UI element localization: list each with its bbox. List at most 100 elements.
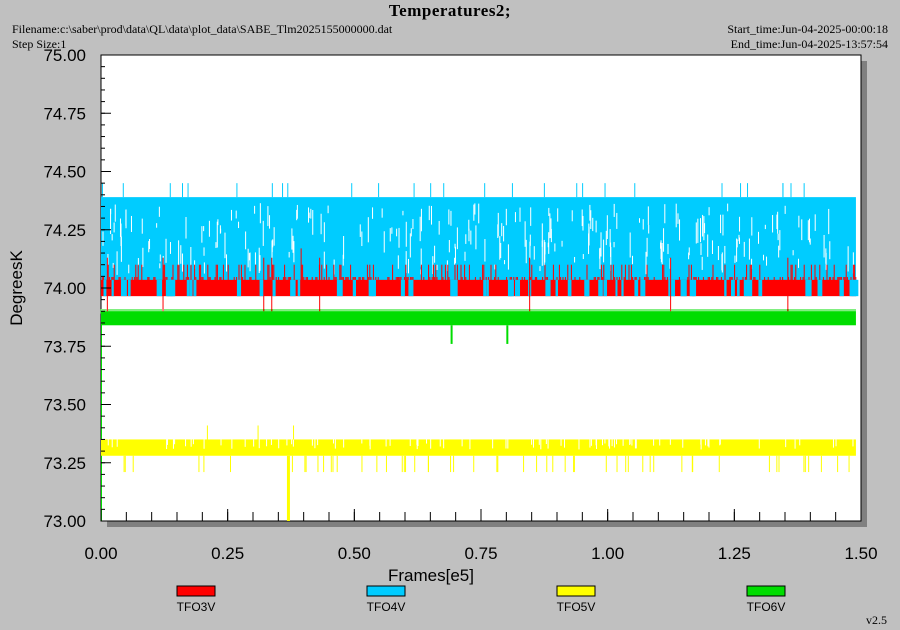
series-gap <box>148 241 150 253</box>
series-gap <box>668 279 672 297</box>
series-gap <box>758 279 763 297</box>
series-gap <box>541 223 543 247</box>
series-gap <box>595 220 597 233</box>
series-gap <box>610 246 612 272</box>
y-tick-label: 73.50 <box>43 396 86 415</box>
series-tfo5v <box>101 425 856 521</box>
series-gap <box>428 205 430 221</box>
series-gap <box>501 223 503 237</box>
series-gap <box>571 210 573 222</box>
series-gap <box>581 209 583 227</box>
x-tick-label: 0.75 <box>464 544 497 563</box>
series-gap <box>120 223 122 247</box>
series-gap <box>310 208 312 219</box>
series-gap <box>514 212 516 223</box>
series-gap <box>693 279 697 297</box>
series-gap <box>156 279 163 297</box>
series-gap <box>343 236 345 259</box>
series-gap <box>107 253 109 271</box>
series-gap <box>469 439 471 450</box>
series-gap <box>852 439 854 447</box>
series-gap <box>456 227 458 250</box>
series-gap <box>389 228 391 242</box>
series-gap <box>165 279 170 297</box>
series-gap <box>334 439 336 449</box>
series-gap <box>764 224 766 230</box>
series-gap <box>621 279 624 297</box>
series-gap <box>606 215 608 239</box>
series-gap <box>704 439 706 446</box>
series-gap <box>314 439 316 449</box>
y-tick-label: 73.25 <box>43 454 86 473</box>
series-gap <box>634 439 636 449</box>
series-gap <box>192 439 194 445</box>
series-gap <box>397 255 399 269</box>
series-gap <box>483 279 487 297</box>
y-tick-label: 74.50 <box>43 163 86 182</box>
series-gap <box>368 279 374 297</box>
series-gap <box>389 439 391 446</box>
series-gap <box>578 439 580 450</box>
series-gap <box>807 220 809 241</box>
series-gap <box>327 205 329 214</box>
series-gap <box>734 255 736 263</box>
series-gap <box>266 439 268 447</box>
series-gap <box>590 439 592 446</box>
series-gap <box>544 246 546 263</box>
series-gap <box>128 264 130 274</box>
series-gap <box>120 279 127 297</box>
series-gap <box>777 233 779 241</box>
series-gap <box>664 204 666 224</box>
series-gap <box>691 279 695 297</box>
series-gap <box>589 439 591 448</box>
series-gap <box>215 242 217 248</box>
series-tfo4v <box>101 183 856 295</box>
series-gap <box>667 243 669 255</box>
y-tick-label: 74.25 <box>43 221 86 240</box>
series-gap <box>541 240 543 266</box>
series-gap <box>605 230 607 246</box>
series-gap <box>254 205 256 214</box>
series-gap <box>635 439 637 449</box>
series-gap <box>267 206 269 227</box>
series-gap <box>648 225 650 234</box>
series-gap <box>564 439 566 448</box>
series-gap <box>608 439 610 447</box>
x-tick-label: 1.50 <box>844 544 877 563</box>
series-gap <box>588 233 590 255</box>
series-gap <box>751 258 753 270</box>
series-gap <box>323 222 325 243</box>
legend-item-tfo5v: TFO5V <box>556 585 596 614</box>
series-gap <box>381 208 383 218</box>
series-gap <box>361 439 363 444</box>
legend-item-tfo6v: TFO6V <box>746 585 786 614</box>
series-gap <box>296 209 298 221</box>
series-gap <box>538 439 540 445</box>
series-gap <box>273 227 275 246</box>
series-gap <box>141 218 143 234</box>
series-gap <box>180 245 182 264</box>
series-gap <box>794 439 796 449</box>
series-gap <box>647 206 649 225</box>
series-gap <box>530 207 532 226</box>
series-gap <box>165 238 167 263</box>
series-gap <box>137 258 139 266</box>
series-gap <box>269 215 271 229</box>
series-gap <box>245 231 247 250</box>
series-gap <box>142 247 144 268</box>
series-gap <box>361 231 363 247</box>
series-gap <box>448 209 450 225</box>
series-gap <box>507 439 509 449</box>
series-gap <box>589 204 591 221</box>
series-gap <box>544 242 546 255</box>
series-gap <box>743 279 748 297</box>
series-gap <box>270 439 272 445</box>
series-gap <box>107 439 109 446</box>
series-gap <box>408 279 414 297</box>
series-gap <box>832 439 834 448</box>
series-gap <box>549 213 551 239</box>
series-gap <box>590 210 592 229</box>
legend-swatch <box>556 585 596 597</box>
series-gap <box>555 279 558 297</box>
